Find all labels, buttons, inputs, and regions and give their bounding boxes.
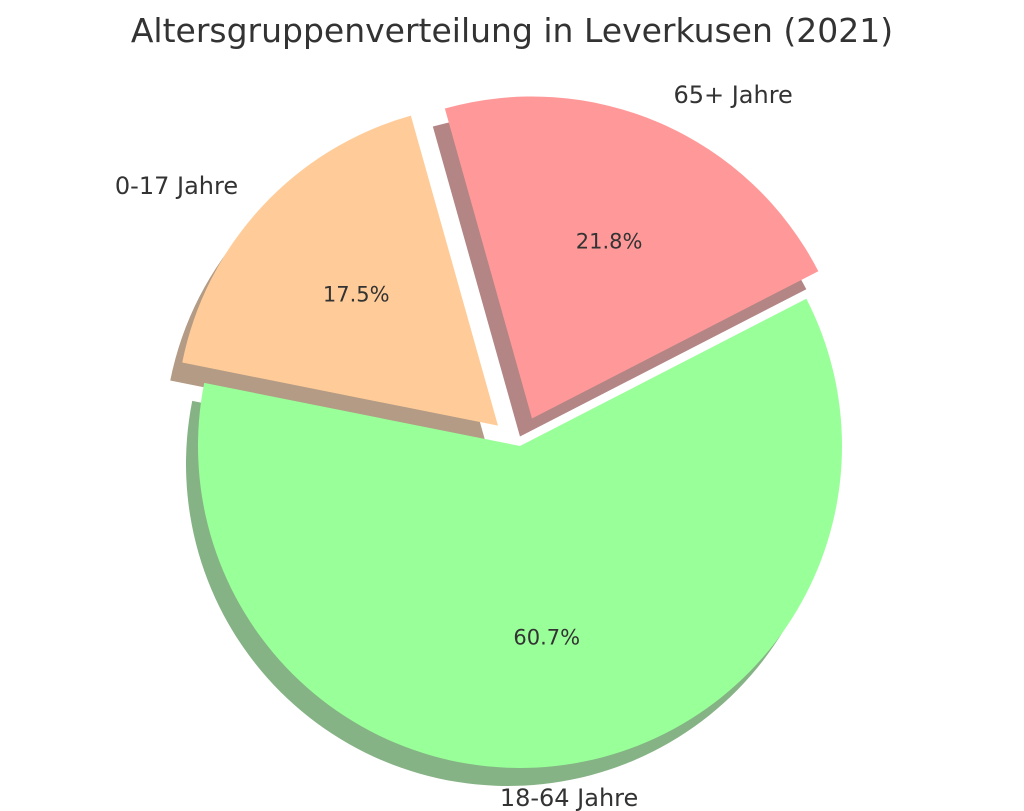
slice-65-jahre bbox=[444, 96, 819, 419]
category-label-65-jahre: 65+ Jahre bbox=[673, 81, 792, 109]
pct-label-65-jahre: 21.8% bbox=[576, 229, 643, 253]
slice-18-64-jahre bbox=[198, 298, 843, 768]
pct-label-0-17-jahre: 17.5% bbox=[323, 282, 390, 306]
slice-labels: 17.5% 0-17 Jahre 60.7% 18-64 Jahre 21.8% 65+ … bbox=[115, 81, 793, 811]
pie-slices bbox=[182, 96, 843, 768]
pct-label-18-64-jahre: 60.7% bbox=[513, 625, 580, 649]
category-label-18-64-jahre: 18-64 Jahre bbox=[500, 784, 638, 811]
slice-0-17-jahre bbox=[182, 115, 498, 426]
category-label-0-17-jahre: 0-17 Jahre bbox=[115, 172, 238, 200]
chart-title: Altersgruppenverteilung in Leverkusen (2… bbox=[131, 11, 893, 50]
